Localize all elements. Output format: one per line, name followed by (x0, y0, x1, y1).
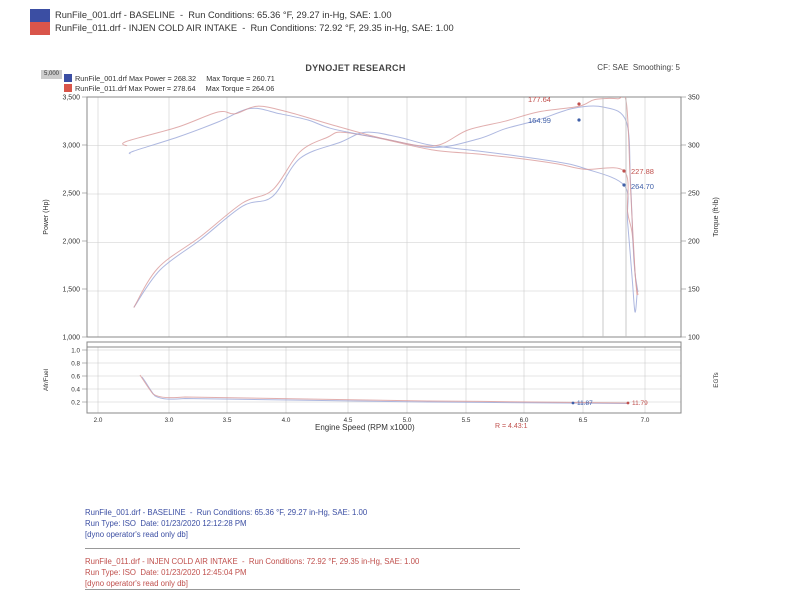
svg-text:1,000: 1,000 (62, 335, 80, 342)
svg-text:150: 150 (688, 287, 700, 294)
svg-text:Afr/Fuel: Afr/Fuel (43, 369, 50, 391)
svg-text:4.0: 4.0 (282, 417, 291, 424)
svg-text:3,000: 3,000 (62, 143, 80, 150)
svg-text:2.0: 2.0 (94, 417, 103, 424)
svg-text:11.79: 11.79 (632, 400, 648, 407)
svg-text:3.5: 3.5 (223, 417, 232, 424)
svg-text:EGTs: EGTs (713, 372, 720, 387)
svg-text:250: 250 (688, 191, 700, 198)
svg-text:2,000: 2,000 (62, 239, 80, 246)
svg-text:0.8: 0.8 (71, 361, 80, 368)
svg-text:3.0: 3.0 (165, 417, 174, 424)
svg-text:6.5: 6.5 (579, 417, 588, 424)
svg-text:300: 300 (688, 143, 700, 150)
svg-text:7.0: 7.0 (641, 417, 650, 424)
svg-text:200: 200 (688, 239, 700, 246)
svg-text:2,500: 2,500 (62, 191, 80, 198)
svg-text:0.2: 0.2 (71, 400, 80, 407)
svg-text:1,500: 1,500 (62, 287, 80, 294)
svg-text:227.88: 227.88 (631, 167, 654, 176)
svg-text:164.99: 164.99 (528, 116, 551, 125)
svg-text:350: 350 (688, 95, 700, 102)
svg-text:177.64: 177.64 (528, 95, 551, 104)
svg-text:Power (Hp): Power (Hp) (43, 199, 50, 234)
svg-text:264.70: 264.70 (631, 182, 654, 191)
svg-text:5.5: 5.5 (462, 417, 471, 424)
svg-text:0.6: 0.6 (71, 374, 80, 381)
svg-text:100: 100 (688, 335, 700, 342)
svg-text:1.0: 1.0 (71, 348, 80, 355)
svg-text:0.4: 0.4 (71, 387, 80, 394)
svg-text:11.87: 11.87 (577, 400, 593, 407)
svg-text:Torque (ft-lb): Torque (ft-lb) (713, 197, 720, 237)
svg-text:3,500: 3,500 (62, 95, 80, 102)
